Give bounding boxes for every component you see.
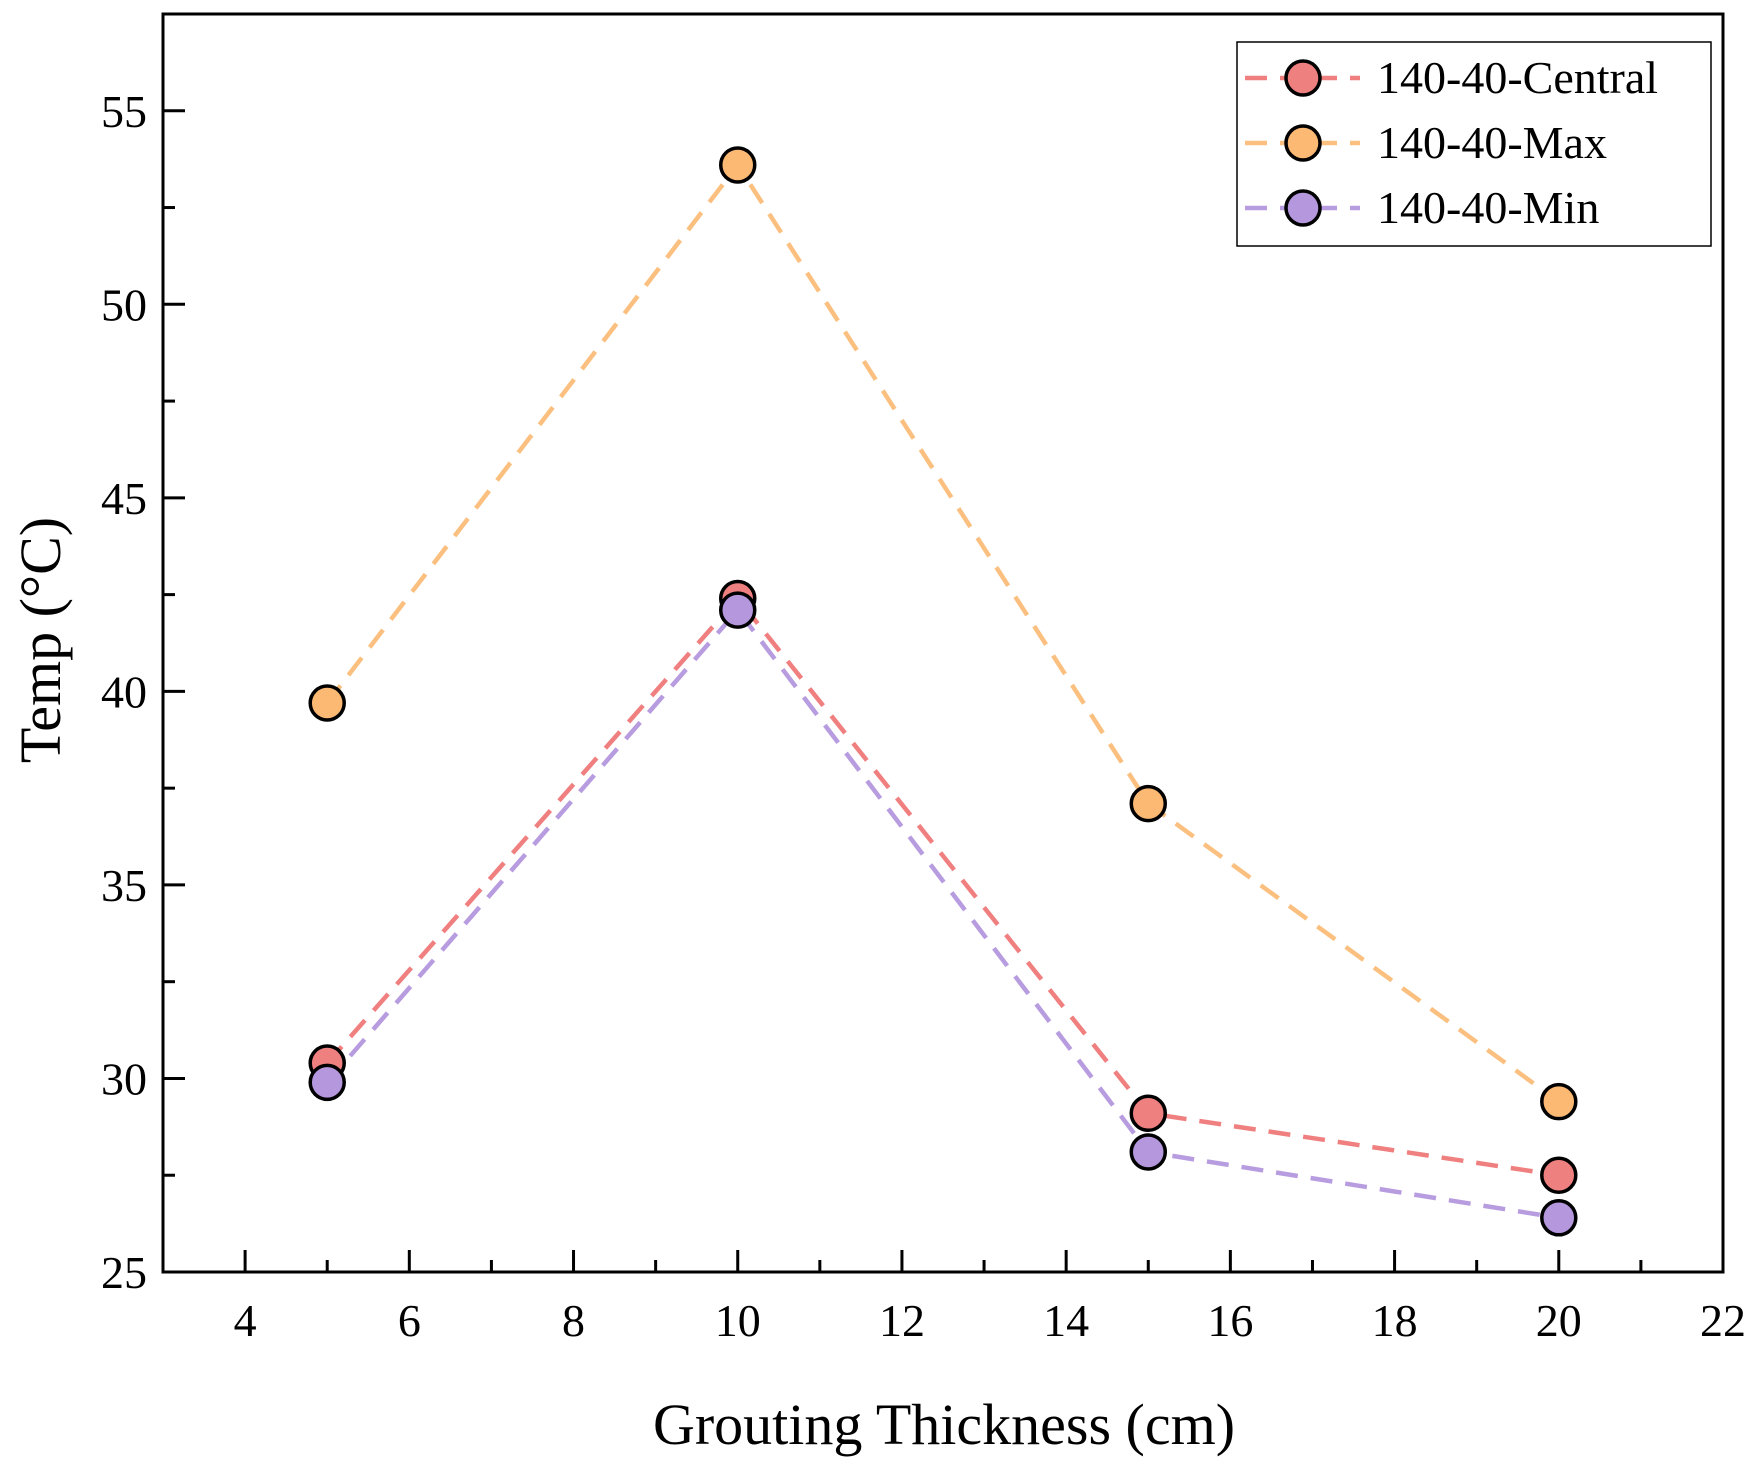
data-point-1-1 bbox=[718, 146, 757, 184]
data-point-0-3 bbox=[1540, 1156, 1578, 1194]
data-point-1-2 bbox=[1129, 784, 1168, 823]
x-tick-label: 8 bbox=[562, 1295, 585, 1346]
series-line-1 bbox=[325, 162, 1561, 1104]
x-tick-label: 12 bbox=[879, 1295, 925, 1346]
data-point-2-0 bbox=[308, 1063, 346, 1102]
x-tick-label: 14 bbox=[1043, 1295, 1089, 1346]
plot-frame bbox=[161, 12, 1725, 1274]
legend-marker-2 bbox=[1284, 189, 1322, 227]
y-tick-label: 30 bbox=[101, 1053, 147, 1104]
data-point-2-1 bbox=[718, 591, 757, 629]
x-tick-label: 20 bbox=[1536, 1295, 1582, 1346]
y-tick-label: 25 bbox=[101, 1247, 147, 1298]
legend-items: 140-40-Central 140-40-Max 140-40-Min bbox=[1245, 52, 1658, 233]
legend-marker-1 bbox=[1284, 124, 1322, 162]
y-tick-label: 55 bbox=[101, 86, 147, 137]
legend-marker-0 bbox=[1284, 59, 1322, 97]
x-axis-title: Grouting Thickness (cm) bbox=[653, 1392, 1235, 1457]
legend-label-0: 140-40-Central bbox=[1377, 52, 1658, 103]
data-point-1-0 bbox=[308, 684, 346, 722]
x-axis: 4 6 8 10 12 14 16 18 20 22 bbox=[234, 1250, 1746, 1346]
data-point-2-3 bbox=[1540, 1199, 1578, 1237]
y-tick-label: 45 bbox=[101, 473, 147, 524]
y-axis: 25 30 35 40 45 50 55 bbox=[101, 12, 185, 1298]
series-markers bbox=[308, 146, 1578, 1237]
legend: 140-40-Central 140-40-Max 140-40-Min bbox=[1236, 41, 1712, 247]
x-tick-label: 10 bbox=[715, 1295, 761, 1346]
x-tick-label: 16 bbox=[1207, 1295, 1253, 1346]
y-axis-title: Temp (°C) bbox=[8, 517, 73, 763]
y-tick-label: 40 bbox=[101, 666, 147, 717]
legend-label-1: 140-40-Max bbox=[1377, 117, 1607, 168]
x-tick-label: 22 bbox=[1700, 1295, 1746, 1346]
data-point-0-2 bbox=[1129, 1094, 1168, 1133]
plot-area bbox=[161, 12, 1725, 1274]
y-tick-label: 35 bbox=[101, 860, 147, 911]
y-tick-label: 50 bbox=[101, 279, 147, 330]
data-point-2-2 bbox=[1129, 1133, 1168, 1171]
data-point-1-3 bbox=[1540, 1082, 1578, 1121]
series-line-2 bbox=[325, 607, 1560, 1221]
x-tick-label: 4 bbox=[234, 1295, 257, 1346]
series-lines bbox=[325, 162, 1561, 1221]
x-tick-label: 18 bbox=[1372, 1295, 1418, 1346]
legend-label-2: 140-40-Min bbox=[1377, 182, 1599, 233]
series-line-0 bbox=[325, 596, 1560, 1178]
x-tick-label: 6 bbox=[398, 1295, 421, 1346]
